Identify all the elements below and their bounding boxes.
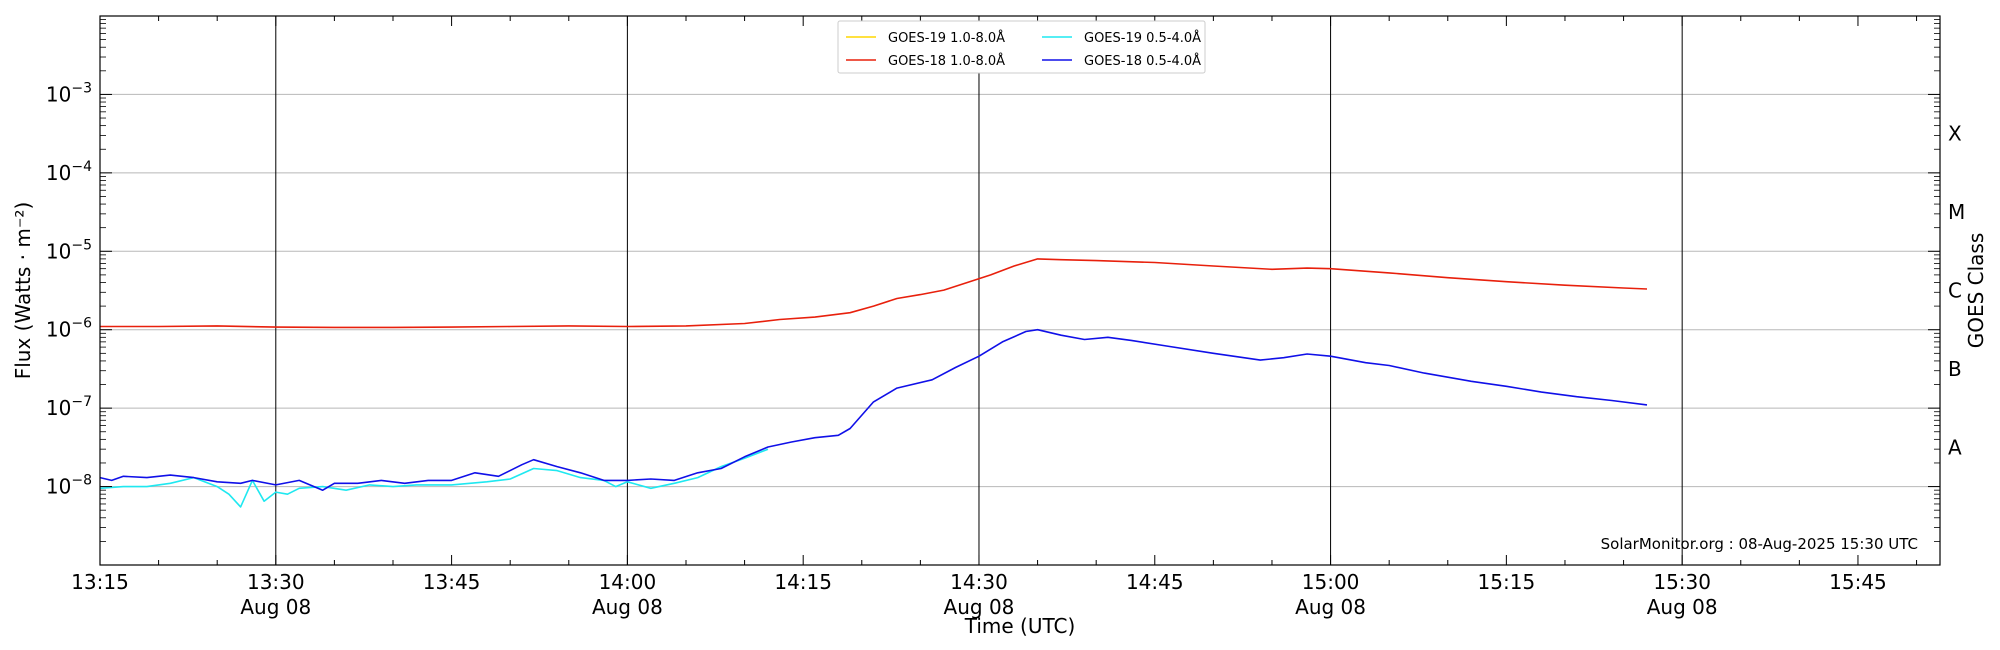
y-axis-title: Flux (Watts · m⁻²) — [11, 202, 35, 380]
goes-class-label: X — [1948, 122, 1962, 146]
x-tick-label: 15:15 — [1478, 570, 1536, 594]
x-tick-label: 15:30 — [1653, 570, 1711, 594]
y-tick-label: 10−7 — [46, 394, 92, 420]
x-tick-label: 15:00 — [1302, 570, 1360, 594]
x-tick-date-label: Aug 08 — [1647, 595, 1718, 619]
y-tick-label: 10−8 — [46, 473, 92, 499]
y-tick-label: 10−6 — [46, 316, 92, 342]
goes-class-label: M — [1948, 200, 1965, 224]
legend-label: GOES-19 0.5-4.0Å — [1084, 30, 1201, 46]
x-tick-label: 14:45 — [1126, 570, 1184, 594]
goes-class-label: A — [1948, 435, 1962, 459]
x-tick-label: 15:45 — [1829, 570, 1887, 594]
x-axis-title: Time (UTC) — [964, 614, 1076, 638]
y-tick-label: 10−5 — [46, 237, 92, 263]
series-layer — [99, 258, 1648, 508]
x-tick-label: 13:15 — [71, 570, 129, 594]
goes-class-label: C — [1948, 279, 1962, 303]
x-tick-label: 13:30 — [247, 570, 305, 594]
legend-label: GOES-18 0.5-4.0Å — [1084, 53, 1201, 69]
x-tick-label: 14:00 — [599, 570, 657, 594]
goes-class-label: B — [1948, 357, 1962, 381]
legend-box — [837, 20, 1206, 74]
plot-area-frame — [99, 15, 1941, 566]
x-tick-date-label: Aug 08 — [944, 595, 1015, 619]
series-line — [100, 258, 1648, 329]
x-tick-date-label: Aug 08 — [1295, 595, 1366, 619]
x-tick-label: 14:30 — [950, 570, 1008, 594]
time-markers — [275, 16, 1683, 565]
legend: GOES-19 1.0-8.0Å GOES-19 0.5-4.0Å GOES-18 … — [837, 20, 1206, 74]
y-tick-label: 10−3 — [46, 80, 92, 106]
x-tick-date-label: Aug 08 — [240, 595, 311, 619]
x-tick-label: 14:15 — [774, 570, 832, 594]
legend-label: GOES-19 1.0-8.0Å — [888, 30, 1005, 46]
x-tick-label: 13:45 — [423, 570, 481, 594]
grid-layer — [100, 93, 1940, 488]
x-tick-date-label: Aug 08 — [592, 595, 663, 619]
right-axis-title: GOES Class — [1964, 233, 1988, 349]
series-line — [99, 448, 769, 508]
series-line — [99, 328, 1648, 491]
axis-ticks — [99, 15, 1940, 566]
credit-text: SolarMonitor.org : 08-Aug-2025 15:30 UTC — [1601, 535, 1918, 553]
legend-label: GOES-18 1.0-8.0Å — [888, 53, 1005, 69]
y-tick-label: 10−4 — [46, 159, 92, 185]
